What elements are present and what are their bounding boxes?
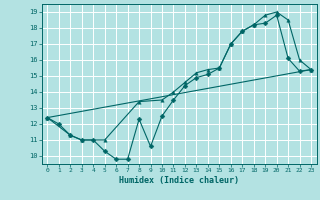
- X-axis label: Humidex (Indice chaleur): Humidex (Indice chaleur): [119, 176, 239, 185]
